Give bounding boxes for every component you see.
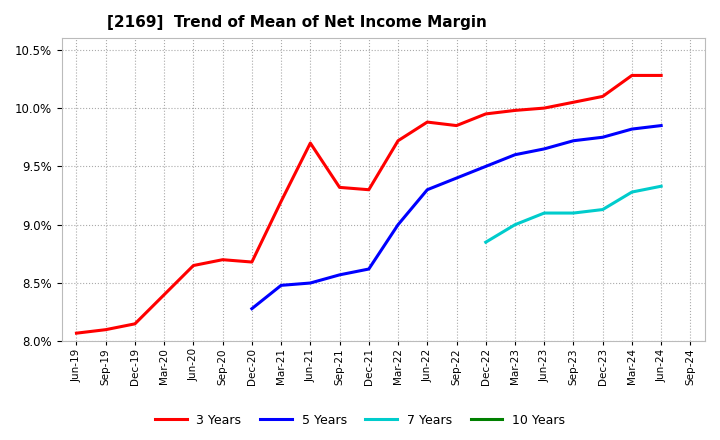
5 Years xyxy=(336,272,344,278)
5 Years xyxy=(540,146,549,151)
3 Years xyxy=(452,123,461,128)
5 Years xyxy=(276,283,285,288)
3 Years xyxy=(102,327,110,332)
3 Years xyxy=(510,108,519,113)
7 Years xyxy=(510,222,519,227)
5 Years xyxy=(628,126,636,132)
Text: [2169]  Trend of Mean of Net Income Margin: [2169] Trend of Mean of Net Income Margi… xyxy=(107,15,487,30)
5 Years xyxy=(452,176,461,181)
Line: 5 Years: 5 Years xyxy=(252,125,661,309)
3 Years xyxy=(336,185,344,190)
5 Years xyxy=(657,123,665,128)
7 Years xyxy=(628,189,636,194)
3 Years xyxy=(248,260,256,265)
3 Years xyxy=(364,187,373,192)
5 Years xyxy=(394,222,402,227)
5 Years xyxy=(482,164,490,169)
5 Years xyxy=(423,187,431,192)
7 Years xyxy=(482,239,490,245)
3 Years xyxy=(160,292,168,297)
7 Years xyxy=(540,210,549,216)
5 Years xyxy=(510,152,519,158)
7 Years xyxy=(569,210,577,216)
3 Years xyxy=(423,119,431,125)
3 Years xyxy=(72,330,81,336)
7 Years xyxy=(657,183,665,189)
Line: 7 Years: 7 Years xyxy=(486,186,661,242)
7 Years xyxy=(598,207,607,212)
3 Years xyxy=(482,111,490,117)
3 Years xyxy=(306,140,315,146)
5 Years xyxy=(598,135,607,140)
3 Years xyxy=(276,199,285,204)
5 Years xyxy=(364,266,373,271)
3 Years xyxy=(540,106,549,111)
3 Years xyxy=(628,73,636,78)
Line: 3 Years: 3 Years xyxy=(76,75,661,333)
5 Years xyxy=(306,280,315,286)
3 Years xyxy=(218,257,227,262)
3 Years xyxy=(657,73,665,78)
5 Years xyxy=(248,306,256,312)
5 Years xyxy=(569,138,577,143)
3 Years xyxy=(189,263,198,268)
3 Years xyxy=(130,321,139,326)
3 Years xyxy=(598,94,607,99)
Legend: 3 Years, 5 Years, 7 Years, 10 Years: 3 Years, 5 Years, 7 Years, 10 Years xyxy=(150,409,570,432)
3 Years xyxy=(394,138,402,143)
3 Years xyxy=(569,99,577,105)
